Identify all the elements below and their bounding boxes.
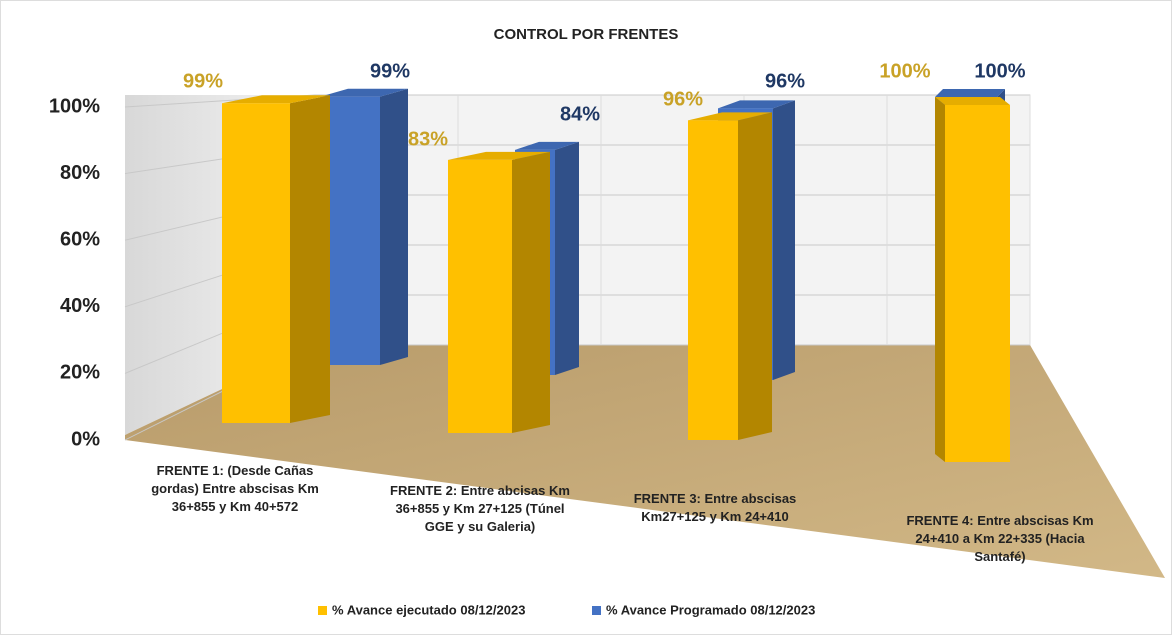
floor [125,345,1165,578]
bar-top [320,88,408,97]
y-tick-label: 0% [71,428,100,450]
y-tick-label: 40% [60,295,100,317]
bar [688,120,738,440]
value-label: 99% [370,60,410,82]
bar-top [515,141,579,150]
chart-title: CONTROL POR FRENTES [494,26,679,43]
value-label: 96% [663,88,703,110]
bar-top [688,112,772,121]
bar-side [773,100,795,380]
legend-label: % Avance ejecutado 08/12/2023 [332,602,525,617]
bar-side [290,95,330,423]
value-label: 84% [560,103,600,125]
bar [448,159,512,433]
value-label: 96% [765,70,805,92]
value-label: 100% [879,60,930,82]
bar [222,103,290,423]
y-tick-label: 100% [49,95,100,117]
bar-side [380,88,408,366]
bar-side [555,141,579,375]
value-label: 83% [408,128,448,150]
bar-side [512,151,550,433]
bar-side [738,112,772,440]
bar-side [935,97,945,462]
x-tick-label: FRENTE 3: Entre abscisas Km27+125 y Km 2… [633,491,797,524]
bar-top [448,151,550,160]
y-tick-label: 60% [60,228,100,250]
legend-swatch [318,606,327,615]
value-label: 99% [183,70,223,92]
x-tick-label: FRENTE 1: (Desde Cañas gordas) Entre abs… [151,463,319,514]
y-tick-label: 20% [60,362,100,384]
value-label: 100% [974,60,1025,82]
grid-line [124,94,1030,108]
bar [945,105,1010,462]
y-tick-label: 80% [60,162,100,184]
legend-label: % Avance Programado 08/12/2023 [606,602,815,617]
bar-top [718,100,795,109]
bar-top [222,95,330,104]
x-tick-label: FRENTE 2: Entre abcisas Km 36+855 y Km 2… [390,483,570,534]
legend-swatch [592,606,601,615]
bar-top [935,97,1010,105]
bar-top [935,89,1005,97]
x-tick-label: FRENTE 4: Entre abscisas Km 24+410 a Km … [906,513,1094,564]
